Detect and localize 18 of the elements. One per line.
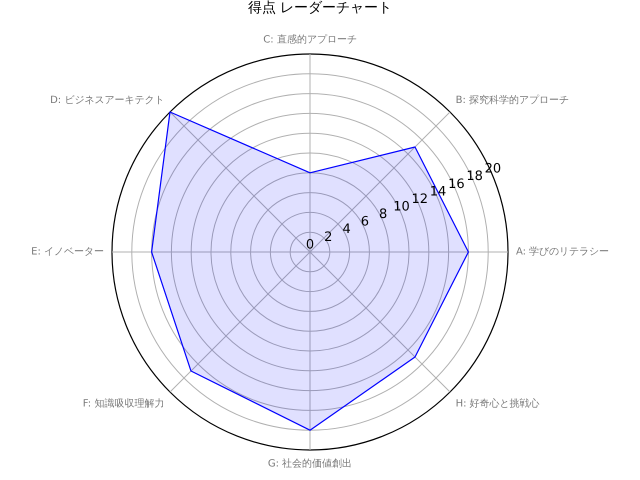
spoke-label: H: 好奇心と挑戦心: [456, 397, 540, 410]
spoke-label: D: ビジネスアーキテクト: [50, 94, 164, 106]
y-tick-label: 10: [393, 199, 410, 214]
spoke-label: F: 知識吸収理解力: [82, 397, 164, 410]
spoke-label: B: 探究科学的アプローチ: [456, 94, 570, 106]
y-tick-label: 18: [466, 169, 483, 184]
chart-title: 得点 レーダーチャート: [246, 0, 394, 16]
y-tick-label: 12: [411, 192, 428, 207]
y-tick-label: 4: [342, 222, 351, 238]
spoke-label: G: 社会的価値創出: [268, 458, 352, 470]
y-tick-label: 0: [306, 237, 314, 252]
spoke-label: A: 学びのリテラシー: [516, 246, 610, 258]
y-tick-label: 2: [324, 230, 332, 245]
spoke-label: C: 直感的アプローチ: [263, 34, 357, 46]
spoke-label: E: イノベーター: [31, 246, 104, 258]
y-tick-label: 16: [448, 176, 465, 192]
y-tick-label: 8: [379, 207, 388, 222]
y-tick-label: 6: [360, 214, 370, 230]
